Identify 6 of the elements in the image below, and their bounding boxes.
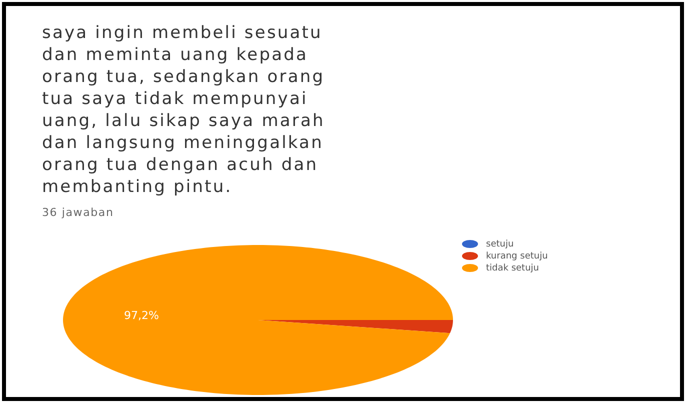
chart-subtitle: 36 jawaban — [42, 206, 114, 219]
legend-label: tidak setuju — [486, 263, 539, 274]
legend-label: setuju — [486, 239, 514, 250]
data-label: 97,2% — [124, 309, 159, 322]
chart-title: saya ingin membeli sesuatu dan meminta uang kepada orang tua, sedangkan orang tua saya tidak mempunyai uang, lalu sikap saya marah dan langsung meninggalkan orang tua dengan acuh dan membanting pintu. — [42, 23, 325, 197]
legend-label: kurang setuju — [486, 251, 548, 262]
